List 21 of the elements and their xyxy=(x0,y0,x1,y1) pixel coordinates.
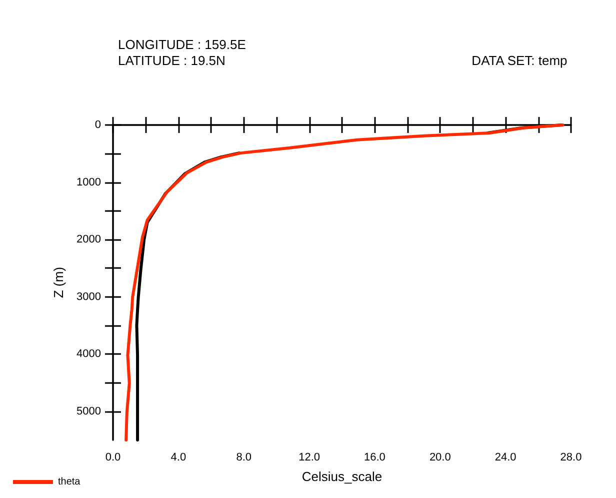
y-tick-label: 5000 xyxy=(76,405,101,418)
x-tick-label: 8.0 xyxy=(236,452,252,464)
text: LONGITUDE : 159.5E xyxy=(118,37,246,52)
y-tick-label: 0 xyxy=(94,119,101,131)
y-tick-label: 1000 xyxy=(76,176,101,188)
y-axis-title: Z (m) xyxy=(51,266,66,298)
x-tick-label: 12.0 xyxy=(298,452,320,464)
x-tick-label: 0.0 xyxy=(105,452,121,464)
text: DATA SET: temp xyxy=(472,53,568,68)
y-tick-label: 2000 xyxy=(76,234,101,246)
x-tick-label: 16.0 xyxy=(364,452,386,464)
x-tick-label: 24.0 xyxy=(494,452,516,464)
x-tick-label: 4.0 xyxy=(170,452,186,464)
x-tick-label: 28.0 xyxy=(560,452,582,464)
x-tick-label: 20.0 xyxy=(429,452,451,464)
text: LATITUDE : 19.5N xyxy=(118,53,226,68)
y-tick-label: 4000 xyxy=(76,348,101,360)
legend-label: theta xyxy=(58,476,81,488)
x-axis-title: Celsius_scale xyxy=(302,469,382,484)
y-tick-label: 3000 xyxy=(76,290,101,303)
line-series xyxy=(124,124,564,442)
